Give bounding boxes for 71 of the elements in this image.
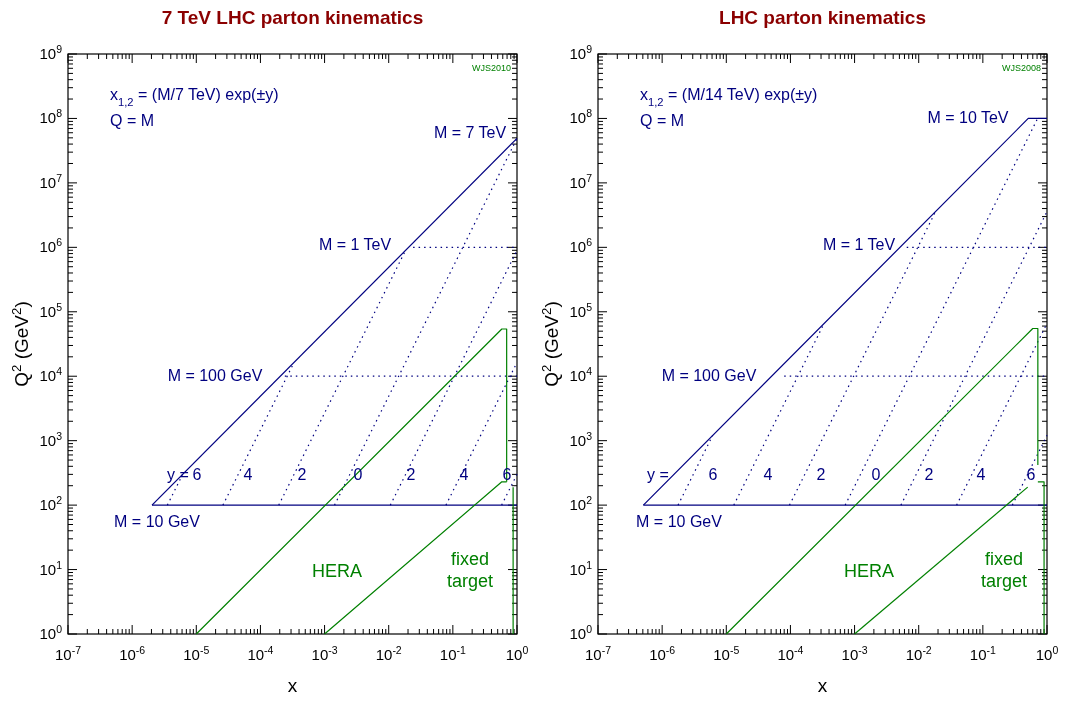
- x-tick-label: 10$^{-1}$: [439, 644, 467, 663]
- x-tick-label: 10$^{-5}$: [183, 644, 210, 663]
- x-tick-label: 10$^{0}$: [1035, 644, 1059, 663]
- annotation: M = 1 TeV: [822, 235, 896, 253]
- x-tick-label: 10$^{-7}$: [54, 644, 82, 663]
- chart-title: 7 TeV LHC parton kinematics: [161, 7, 424, 28]
- y-tick-label: 10$^{6}$: [39, 236, 63, 256]
- annotation: M = 100 GeV: [661, 366, 757, 384]
- annotation: HERA: [843, 561, 895, 582]
- y-tick-label: 10$^{2}$: [569, 494, 593, 514]
- annotation: M = 10 TeV: [927, 108, 1009, 126]
- annotation: Q = M: [110, 111, 155, 129]
- annotation: 6: [708, 465, 718, 483]
- annotation: M = 10 GeV: [636, 512, 723, 530]
- x-tick-label: 10$^{-1}$: [969, 644, 997, 663]
- y-tick-label: 10$^{3}$: [39, 429, 63, 449]
- x-tick-label: 10$^{-4}$: [247, 644, 274, 663]
- y-tick-label: 10$^{7}$: [569, 171, 593, 191]
- x-tick-label: 10$^{-2}$: [905, 644, 932, 663]
- annotation: M = 7 TeV: [433, 123, 507, 141]
- annotation: 2: [924, 465, 934, 483]
- annotation: Q = M: [640, 111, 685, 129]
- annotation: HERA: [311, 561, 363, 582]
- y-tick-label: 10$^{9}$: [569, 43, 593, 62]
- y-tick-label: 10$^{8}$: [569, 107, 593, 127]
- annotation: 6: [192, 465, 202, 483]
- annotation: M = 10 GeV: [114, 512, 201, 530]
- y-tick-label: 10$^{4}$: [569, 365, 593, 385]
- y-tick-label: 10$^{3}$: [569, 429, 593, 449]
- y-tick-label: 10$^{5}$: [39, 300, 63, 320]
- annotation: 2: [297, 465, 307, 483]
- x-tick-label: 10$^{-6}$: [119, 644, 146, 663]
- annotation: M = 100 GeV: [167, 366, 263, 384]
- annotation: 2: [406, 465, 416, 483]
- y-tick-label: 10$^{2}$: [39, 494, 63, 514]
- annotation: 4: [763, 465, 773, 483]
- x-tick-label: 10$^{-2}$: [375, 644, 402, 663]
- x-axis-title: x: [817, 675, 828, 696]
- annotation: 6: [1026, 465, 1036, 483]
- y-tick-label: 10$^{0}$: [569, 623, 593, 642]
- annotation: y =: [647, 465, 669, 483]
- annotation: WJS2010: [471, 63, 511, 74]
- annotation: 4: [976, 465, 986, 483]
- y-tick-label: 10$^{6}$: [569, 236, 593, 256]
- x-tick-label: 10$^{-3}$: [841, 644, 868, 663]
- chart-title: LHC parton kinematics: [719, 7, 926, 28]
- y-tick-label: 10$^{8}$: [39, 107, 63, 127]
- annotation: fixed target: [446, 549, 494, 592]
- y-tick-label: 10$^{5}$: [569, 300, 593, 320]
- annotation: 4: [459, 465, 469, 483]
- y-tick-label: 10$^{7}$: [39, 171, 63, 191]
- x-tick-label: 10$^{-3}$: [311, 644, 338, 663]
- x-tick-label: 10$^{-7}$: [584, 644, 612, 663]
- y-tick-label: 10$^{1}$: [39, 558, 63, 578]
- y-tick-label: 10$^{9}$: [39, 43, 63, 62]
- y-tick-label: 10$^{1}$: [569, 558, 593, 578]
- annotation: fixed target: [980, 549, 1028, 592]
- x-tick-label: 10$^{-4}$: [777, 644, 804, 663]
- annotation: 4: [243, 465, 253, 483]
- annotation: 2: [816, 465, 826, 483]
- annotation: WJS2008: [1001, 63, 1041, 74]
- x-tick-label: 10$^{-5}$: [713, 644, 740, 663]
- y-tick-label: 10$^{0}$: [39, 623, 63, 642]
- x-axis-title: x: [287, 675, 298, 696]
- annotation: x$_{1,2}$ = (M/7 TeV) exp(±y): [110, 85, 279, 108]
- annotation: x$_{1,2}$ = (M/14 TeV) exp(±y): [640, 85, 818, 108]
- x-tick-label: 10$^{-6}$: [649, 644, 676, 663]
- x-tick-label: 10$^{0}$: [505, 644, 529, 663]
- annotation: 0: [871, 465, 881, 483]
- annotation: M = 1 TeV: [318, 235, 392, 253]
- y-tick-label: 10$^{4}$: [39, 365, 63, 385]
